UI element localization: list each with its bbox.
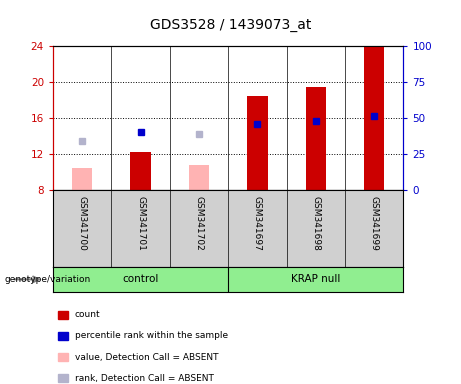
- Text: GSM341701: GSM341701: [136, 196, 145, 251]
- Bar: [130, 152, 151, 190]
- Text: count: count: [75, 310, 100, 319]
- Bar: [189, 165, 209, 190]
- Bar: [72, 167, 92, 190]
- Text: percentile rank within the sample: percentile rank within the sample: [75, 331, 228, 341]
- Text: GSM341697: GSM341697: [253, 196, 262, 251]
- Bar: [306, 86, 326, 190]
- Text: GSM341699: GSM341699: [370, 196, 378, 251]
- Text: GSM341698: GSM341698: [311, 196, 320, 251]
- Text: rank, Detection Call = ABSENT: rank, Detection Call = ABSENT: [75, 374, 213, 383]
- Text: genotype/variation: genotype/variation: [5, 275, 91, 284]
- Text: control: control: [123, 274, 159, 285]
- Text: KRAP null: KRAP null: [291, 274, 341, 285]
- Bar: [364, 46, 384, 190]
- Text: value, Detection Call = ABSENT: value, Detection Call = ABSENT: [75, 353, 218, 362]
- Text: GSM341702: GSM341702: [195, 196, 203, 251]
- Text: GSM341700: GSM341700: [78, 196, 87, 251]
- Bar: [247, 96, 267, 190]
- Text: GDS3528 / 1439073_at: GDS3528 / 1439073_at: [150, 18, 311, 32]
